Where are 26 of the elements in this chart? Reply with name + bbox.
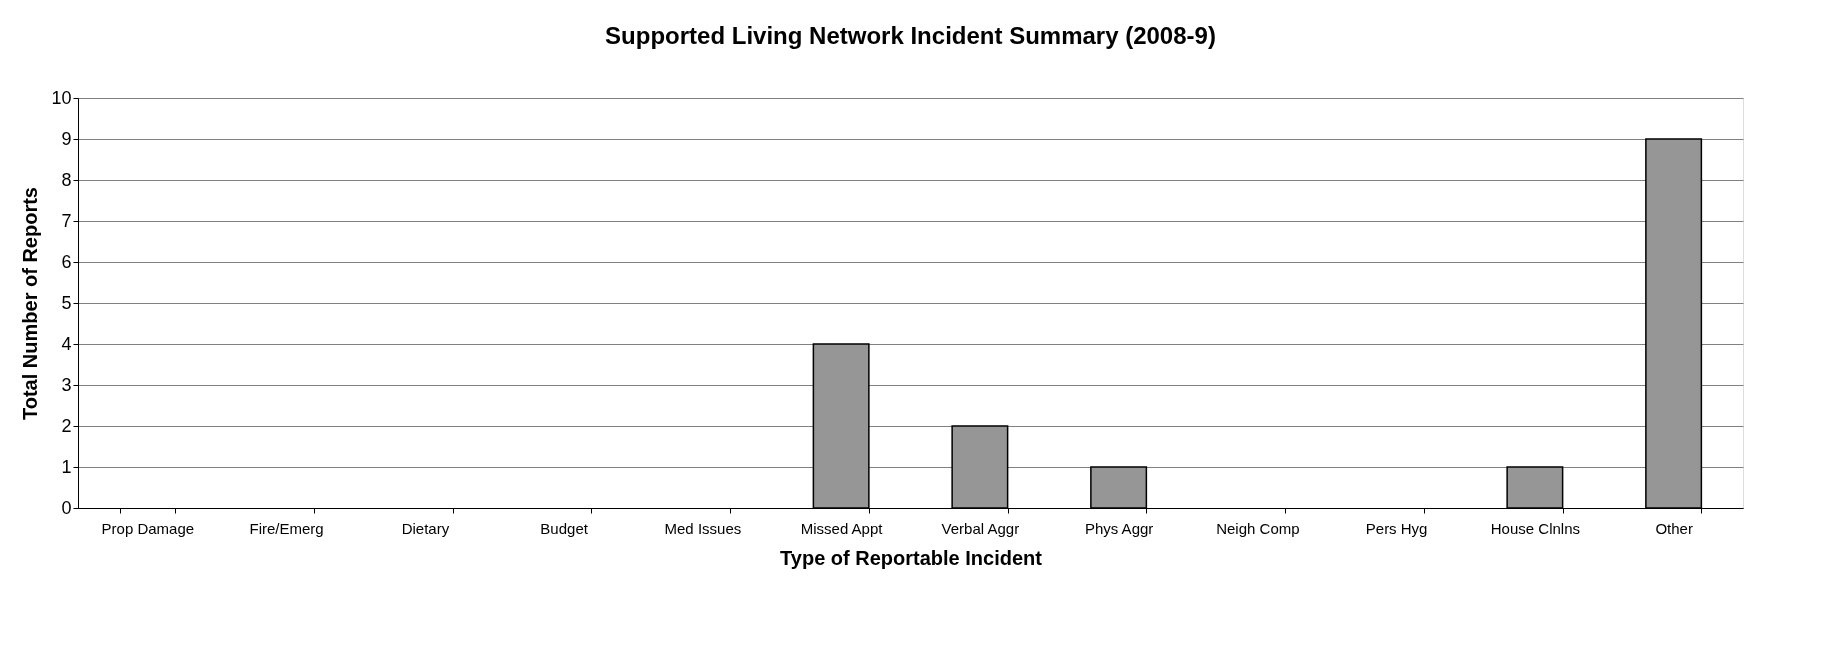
x-tick-label: Neigh Comp — [1216, 519, 1300, 537]
y-tick-label: 3 — [61, 374, 72, 395]
x-tick-label: Budget — [540, 519, 589, 537]
y-tick-label: 8 — [61, 169, 72, 190]
x-tick-label: Verbal Aggr — [941, 519, 1020, 537]
x-tick-label: Missed Appt — [800, 519, 884, 537]
x-tick-label: Prop Damage — [101, 519, 195, 537]
y-axis-title: Total Number of Reports — [19, 187, 42, 420]
x-tick-label: Pers Hyg — [1365, 519, 1428, 537]
x-tick-label: Phys Aggr — [1084, 519, 1154, 537]
x-tick-label: Fire/Emerg — [249, 519, 324, 537]
y-tick-label: 0 — [61, 497, 72, 518]
y-tick-label: 9 — [61, 128, 72, 149]
y-tick-label: 6 — [61, 251, 72, 272]
x-tick-label: Med Issues — [664, 519, 742, 537]
y-tick-label: 4 — [61, 333, 72, 354]
x-tick-label: House Clnlns — [1490, 519, 1580, 537]
y-tick-label: 5 — [61, 292, 72, 313]
x-axis-title: Type of Reportable Incident — [780, 546, 1043, 569]
y-tick-label: 10 — [51, 87, 72, 108]
chart-title: Supported Living Network Incident Summary (2008-9) — [605, 22, 1216, 49]
y-tick-label: 7 — [61, 210, 72, 231]
x-tick-label: Other — [1655, 519, 1693, 537]
y-tick-label: 2 — [61, 415, 72, 436]
y-tick-label: 1 — [61, 456, 72, 477]
x-tick-label: Dietary — [401, 519, 450, 537]
